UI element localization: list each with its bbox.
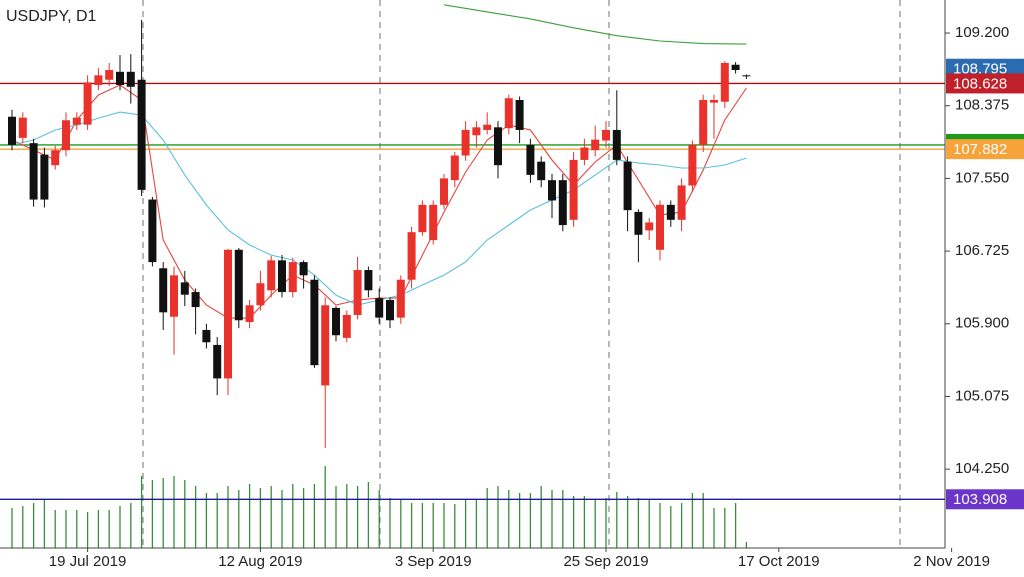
candle-body <box>472 127 481 136</box>
candle-body <box>342 314 351 338</box>
candle-body <box>699 99 708 145</box>
candle-body <box>450 155 459 181</box>
candle-body <box>407 232 416 280</box>
candle-body <box>731 64 740 71</box>
candle-body <box>396 279 405 318</box>
x-tick-label: 17 Oct 2019 <box>738 553 820 570</box>
x-tick-label: 3 Sep 2019 <box>395 553 472 570</box>
x-tick-label: 25 Sep 2019 <box>563 553 648 570</box>
candle-body <box>40 154 49 200</box>
level-marker <box>946 133 1024 142</box>
x-tick-label: 12 Aug 2019 <box>218 553 302 570</box>
candle-body <box>213 344 222 379</box>
candle-body <box>310 279 319 366</box>
y-tick-label: 104.250 <box>955 460 1009 477</box>
x-tick-label: 19 Jul 2019 <box>49 553 127 570</box>
candle-body <box>429 204 438 241</box>
candle-body <box>105 70 114 80</box>
level-label-box <box>946 489 1024 510</box>
candle-body <box>62 120 70 151</box>
level-label-box <box>946 139 1024 160</box>
candle-body <box>256 283 265 306</box>
candle-body <box>720 62 729 102</box>
candle-body <box>569 159 578 220</box>
candle-body <box>623 161 632 211</box>
y-tick-label: 107.550 <box>955 169 1009 186</box>
candle-body <box>710 99 718 103</box>
candle-body <box>83 82 92 125</box>
candle-body <box>515 99 524 130</box>
candle-body <box>688 144 697 186</box>
candle-body <box>224 249 232 379</box>
candle-body <box>634 211 643 235</box>
candle-body <box>353 270 362 315</box>
candle-body <box>440 178 448 205</box>
level-label: 107.882 <box>953 141 1007 158</box>
candle-body <box>18 117 27 138</box>
candle-body <box>116 71 124 86</box>
y-tick-label: 106.725 <box>955 242 1009 259</box>
candle-body <box>51 150 60 166</box>
candle-body <box>137 79 146 190</box>
candle-body <box>461 129 470 156</box>
candle-body <box>742 75 751 77</box>
candle-body <box>656 204 664 250</box>
candle-body <box>126 71 135 87</box>
candle-body <box>364 270 373 291</box>
candle-body <box>645 222 654 231</box>
candle-body <box>170 275 178 317</box>
y-tick-label: 105.075 <box>955 387 1009 404</box>
candle-body <box>602 129 610 141</box>
x-tick-label: 2 Nov 2019 <box>913 553 990 570</box>
candle-body <box>278 260 286 293</box>
candle-body <box>494 127 502 166</box>
candle-body <box>548 180 556 201</box>
candle-body <box>375 298 384 318</box>
candle-body <box>267 260 276 291</box>
candle-body <box>537 161 546 181</box>
candle-body <box>8 116 16 145</box>
candle-body <box>94 75 103 86</box>
candle-body <box>591 139 600 151</box>
candle-body <box>180 282 189 295</box>
candle-body <box>299 262 308 276</box>
moving-average <box>443 4 747 45</box>
candle-body <box>526 144 535 175</box>
candle-body <box>483 124 492 130</box>
candle-body <box>504 98 513 129</box>
level-label: 108.628 <box>953 75 1007 92</box>
candle-body <box>202 329 211 343</box>
candle-body <box>245 305 254 323</box>
candle-body <box>386 299 394 321</box>
candle-body <box>148 199 157 263</box>
candle-body <box>29 143 38 200</box>
candle-body <box>612 129 621 160</box>
level-label: 103.908 <box>953 491 1007 508</box>
candle-body <box>558 180 567 226</box>
candle-body <box>72 117 81 125</box>
candle-body <box>418 204 427 233</box>
level-label-box <box>946 73 1024 94</box>
candle-body <box>666 204 675 220</box>
candle-body <box>191 292 200 308</box>
candle-body <box>332 307 340 336</box>
y-tick-label: 108.375 <box>955 97 1009 114</box>
candle-body <box>321 305 330 386</box>
candle-body <box>677 185 686 220</box>
candle-body <box>288 262 297 293</box>
candle-body <box>234 249 243 321</box>
chart-title: USDJPY, D1 <box>6 8 97 25</box>
y-tick-label: 105.900 <box>955 315 1009 332</box>
candle-body <box>580 147 589 160</box>
plot-layer <box>0 4 945 548</box>
candle-body <box>159 268 168 313</box>
y-tick-label: 109.200 <box>955 24 1009 41</box>
